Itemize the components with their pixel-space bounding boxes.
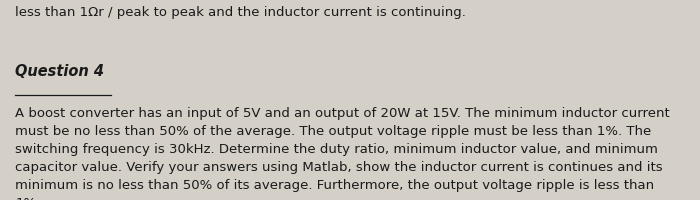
Text: less than 1Ωr / peak to peak and the inductor current is continuing.: less than 1Ωr / peak to peak and the ind… — [15, 6, 466, 19]
Text: Question 4: Question 4 — [15, 64, 104, 79]
Text: A boost converter has an input of 5V and an output of 20W at 15V. The minimum in: A boost converter has an input of 5V and… — [15, 106, 670, 200]
